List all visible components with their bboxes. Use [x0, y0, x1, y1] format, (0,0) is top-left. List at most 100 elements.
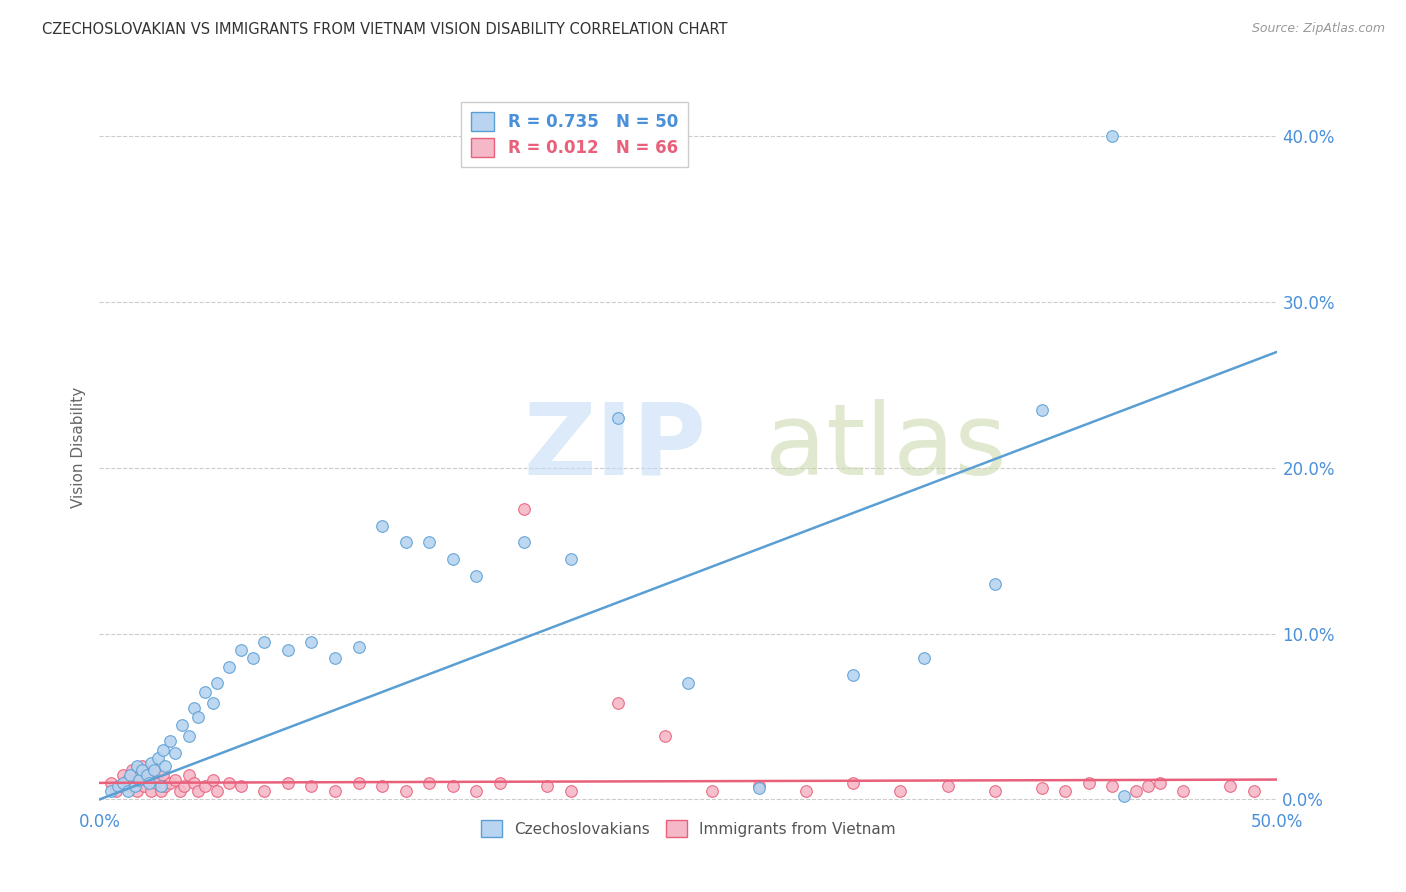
Point	[347, 640, 370, 654]
Point	[277, 776, 299, 790]
Point	[1101, 779, 1123, 793]
Point	[1101, 129, 1123, 144]
Point	[1114, 789, 1136, 804]
Point	[159, 734, 181, 748]
Point	[163, 772, 186, 787]
Point	[512, 535, 534, 549]
Point	[229, 643, 252, 657]
Point	[134, 779, 156, 793]
Point	[110, 779, 132, 793]
Point	[794, 784, 817, 798]
Point	[120, 779, 142, 793]
Point	[124, 779, 146, 793]
Point	[127, 784, 149, 798]
Point	[131, 759, 153, 773]
Point	[207, 676, 229, 690]
Point	[371, 518, 394, 533]
Point	[983, 784, 1005, 798]
Point	[983, 577, 1005, 591]
Point	[277, 643, 299, 657]
Point	[148, 751, 170, 765]
Point	[936, 779, 959, 793]
Point	[218, 776, 240, 790]
Point	[177, 767, 200, 781]
Point	[131, 763, 153, 777]
Point	[149, 784, 172, 798]
Point	[253, 635, 276, 649]
Point	[149, 779, 172, 793]
Point	[201, 772, 224, 787]
Point	[323, 651, 346, 665]
Point	[465, 784, 488, 798]
Legend: Czechoslovakians, Immigrants from Vietnam: Czechoslovakians, Immigrants from Vietna…	[475, 814, 903, 844]
Point	[323, 784, 346, 798]
Point	[155, 779, 177, 793]
Y-axis label: Vision Disability: Vision Disability	[72, 386, 86, 508]
Point	[194, 779, 217, 793]
Point	[128, 767, 150, 781]
Point	[117, 784, 139, 798]
Point	[418, 535, 440, 549]
Text: ZIP: ZIP	[523, 399, 706, 496]
Point	[889, 784, 911, 798]
Text: Source: ZipAtlas.com: Source: ZipAtlas.com	[1251, 22, 1385, 36]
Point	[1136, 779, 1159, 793]
Point	[1054, 784, 1077, 798]
Point	[1031, 780, 1053, 795]
Point	[1077, 776, 1099, 790]
Point	[138, 776, 160, 790]
Point	[155, 759, 177, 773]
Text: CZECHOSLOVAKIAN VS IMMIGRANTS FROM VIETNAM VISION DISABILITY CORRELATION CHART: CZECHOSLOVAKIAN VS IMMIGRANTS FROM VIETN…	[42, 22, 728, 37]
Point	[111, 776, 134, 790]
Point	[1219, 779, 1241, 793]
Point	[163, 746, 186, 760]
Point	[301, 635, 323, 649]
Point	[145, 776, 167, 790]
Point	[169, 784, 191, 798]
Point	[187, 709, 209, 723]
Point	[395, 784, 418, 798]
Point	[606, 411, 628, 425]
Point	[121, 763, 143, 777]
Point	[347, 776, 370, 790]
Point	[120, 767, 142, 781]
Point	[748, 779, 770, 793]
Point	[100, 784, 122, 798]
Point	[536, 779, 558, 793]
Text: atlas: atlas	[765, 399, 1007, 496]
Point	[183, 776, 205, 790]
Point	[748, 780, 770, 795]
Point	[138, 767, 160, 781]
Point	[700, 784, 723, 798]
Point	[128, 772, 150, 787]
Point	[148, 772, 170, 787]
Point	[183, 701, 205, 715]
Point	[606, 696, 628, 710]
Point	[104, 784, 127, 798]
Point	[159, 776, 181, 790]
Point	[207, 784, 229, 798]
Point	[229, 779, 252, 793]
Point	[1243, 784, 1265, 798]
Point	[441, 779, 464, 793]
Point	[135, 767, 157, 781]
Point	[218, 660, 240, 674]
Point	[177, 730, 200, 744]
Point	[1031, 402, 1053, 417]
Point	[1173, 784, 1195, 798]
Point	[187, 784, 209, 798]
Point	[127, 759, 149, 773]
Point	[512, 502, 534, 516]
Point	[142, 763, 165, 777]
Point	[173, 779, 195, 793]
Point	[152, 742, 174, 756]
Point	[489, 776, 512, 790]
Point	[141, 784, 163, 798]
Point	[142, 763, 165, 777]
Point	[135, 772, 157, 787]
Point	[194, 684, 217, 698]
Point	[1149, 776, 1171, 790]
Point	[842, 776, 865, 790]
Point	[465, 568, 488, 582]
Point	[152, 767, 174, 781]
